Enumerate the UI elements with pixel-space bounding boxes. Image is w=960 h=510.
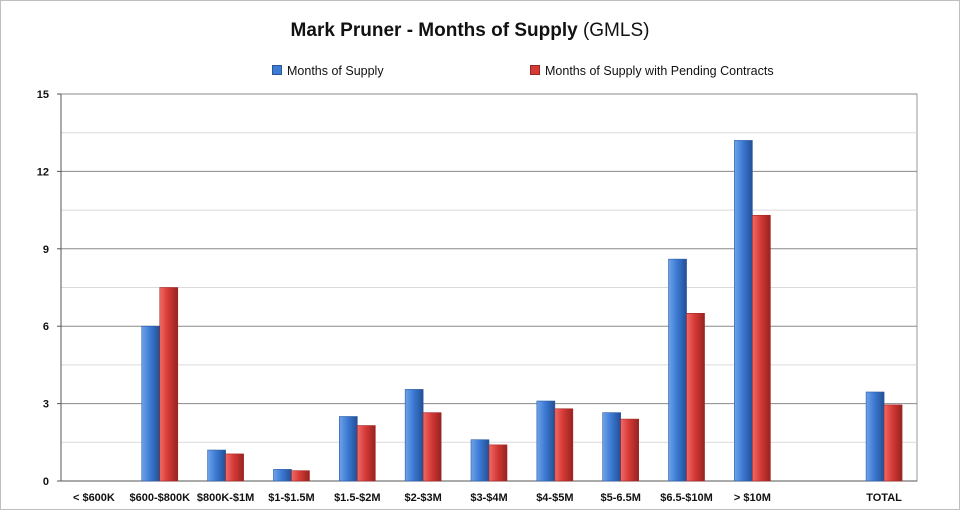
bar-months-of-supply: [273, 469, 292, 482]
x-tick-label: $6.5-$10M: [660, 492, 713, 504]
bar-months-of-supply-pending: [686, 312, 705, 482]
chart-title-subtitle: (GMLS): [582, 20, 650, 41]
x-tick-label: $3-$4M: [470, 492, 507, 504]
x-tick-label: $600-$800K: [129, 492, 190, 504]
bar-months-of-supply: [470, 439, 490, 482]
bar-months-of-supply: [536, 400, 556, 482]
x-tick-label: $1.5-$2M: [334, 492, 380, 504]
x-tick-label: $5-6.5M: [601, 492, 641, 504]
bar-months-of-supply-pending: [752, 214, 771, 482]
y-tick-label: 6: [43, 321, 49, 333]
legend-label-months-of-supply-pending: Months of Supply with Pending Contracts: [545, 64, 774, 78]
x-tick-label: $4-$5M: [536, 492, 573, 504]
x-tick-label: < $600K: [73, 492, 115, 504]
legend-item-months-of-supply-pending: Months of Supply with Pending Contracts: [530, 64, 774, 78]
bar-months-of-supply-pending: [620, 418, 639, 482]
legend-label-months-of-supply: Months of Supply: [287, 64, 384, 78]
y-tick-label: 3: [43, 399, 49, 411]
bar-months-of-supply-pending: [422, 412, 442, 482]
bar-months-of-supply-pending: [488, 444, 508, 482]
chart-legend: Months of Supply Months of Supply with P…: [0, 64, 960, 80]
bar-months-of-supply-pending: [357, 425, 376, 482]
bar-months-of-supply: [141, 325, 161, 482]
bar-months-of-supply: [404, 389, 424, 482]
y-tick-label: 0: [43, 476, 49, 488]
bar-months-of-supply: [602, 412, 621, 482]
legend-swatch-blue: [272, 65, 282, 75]
bar-months-of-supply-pending: [159, 287, 179, 482]
bar-months-of-supply: [734, 140, 753, 482]
x-tick-label: $800K-$1M: [197, 492, 254, 504]
x-tick-label: TOTAL: [866, 492, 902, 504]
y-tick-label: 12: [37, 166, 49, 178]
bar-months-of-supply-pending: [291, 470, 310, 482]
y-tick-label: 15: [37, 89, 49, 101]
legend-item-months-of-supply: Months of Supply: [272, 64, 384, 78]
plot-area: 0 3 6 9 12 15 < $600K $600-$800K $800K-$1M $1-$1.…: [37, 89, 918, 504]
x-tick-label: > $10M: [734, 492, 771, 504]
chart-title: Mark Pruner - Months of Supply (GMLS): [0, 20, 940, 42]
bar-months-of-supply: [339, 416, 358, 482]
bar-months-of-supply: [668, 258, 687, 482]
bar-months-of-supply-pending: [225, 453, 244, 482]
bar-months-of-supply-pending: [883, 404, 903, 482]
chart-title-main: Mark Pruner - Months of Supply: [290, 20, 578, 41]
legend-swatch-red: [530, 65, 540, 75]
bar-months-of-supply-pending: [554, 408, 574, 482]
bar-months-of-supply: [865, 391, 885, 482]
bar-months-of-supply: [207, 449, 226, 482]
x-tick-label: $2-$3M: [405, 492, 442, 504]
y-tick-label: 9: [43, 244, 49, 256]
x-tick-label: $1-$1.5M: [268, 492, 314, 504]
